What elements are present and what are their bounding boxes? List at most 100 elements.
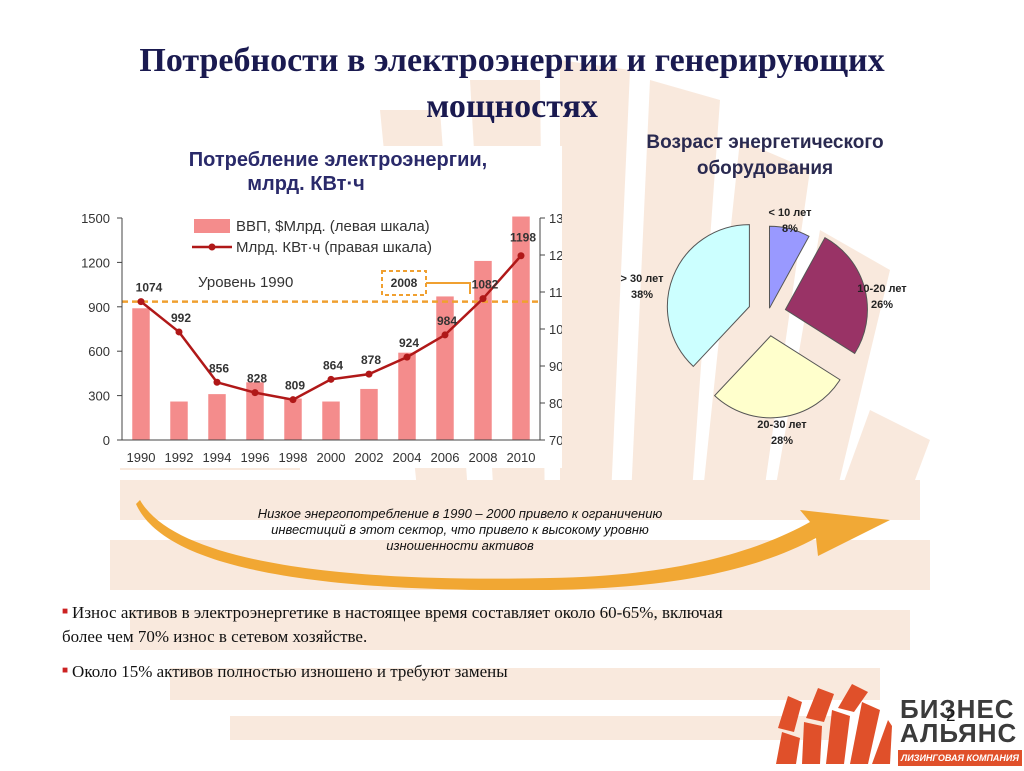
- curved-arrow-body: [136, 500, 890, 590]
- pie-slice: [768, 225, 810, 309]
- consumption-data-label: 992: [171, 311, 191, 325]
- gdp-bar: [360, 388, 378, 440]
- consumption-point: [251, 389, 259, 397]
- left-tick-label: 300: [88, 389, 110, 404]
- right-tick-label: 700: [549, 433, 562, 448]
- consumption-point: [289, 396, 297, 404]
- pie-slice-label: 10-20 лет: [857, 283, 907, 295]
- pie-slice-value: 8%: [782, 223, 798, 235]
- chart-title-line2: млрд. КВт·ч: [247, 173, 364, 195]
- consumption-data-label: 828: [247, 372, 267, 386]
- consumption-data-label: 856: [209, 361, 229, 375]
- logo-text-line1: БИЗНЕС: [900, 694, 1015, 724]
- pie-slice: [713, 335, 841, 419]
- left-tick-label: 600: [88, 344, 110, 359]
- consumption-point: [213, 378, 221, 386]
- consumption-point: [403, 353, 411, 361]
- slide-title: Потребности в электроэнергии и генерирую…: [40, 38, 984, 130]
- right-tick-label: 1100: [549, 285, 562, 300]
- consumption-data-label: 809: [285, 379, 305, 393]
- x-tick-label: 2010: [507, 450, 536, 465]
- x-tick-label: 1998: [279, 450, 308, 465]
- bullet-text-1: Износ активов в электроэнергетике в наст…: [62, 603, 723, 646]
- consumption-point: [365, 370, 373, 378]
- right-tick-label: 900: [549, 359, 562, 374]
- pie-title: Возраст энергетического оборудования: [600, 130, 930, 182]
- company-logo: БИЗНЕС АЛЬЯНС ЛИЗИНГОВАЯ КОМПАНИЯ: [772, 682, 1024, 768]
- x-tick-label: 1996: [241, 450, 270, 465]
- consumption-point: [327, 375, 335, 383]
- consumption-chart: Потребление электроэнергии, млрд. КВт·ч …: [76, 146, 562, 468]
- gdp-bar: [398, 352, 416, 440]
- x-tick-label: 2002: [355, 450, 384, 465]
- left-tick-label: 900: [88, 300, 110, 315]
- equipment-age-pie: < 10 лет 8% 10-20 лет 26% 20-30 лет 28% > 30 л…: [621, 207, 908, 447]
- gdp-bar: [284, 398, 302, 440]
- logo-text-line2: АЛЬЯНС: [900, 718, 1018, 748]
- left-tick-label: 1200: [81, 255, 110, 270]
- pie-slice-label: < 10 лет: [769, 207, 813, 219]
- pie-title-line1: Возраст энергетического: [646, 132, 884, 153]
- consumption-data-label: 984: [437, 314, 457, 328]
- gdp-bar: [208, 394, 226, 440]
- bullet-square-icon: ■: [62, 606, 69, 617]
- pie-slice-value: 28%: [771, 435, 793, 447]
- legend-bar-swatch: [194, 219, 230, 233]
- bullet-list: ■ Износ активов в электроэнергетике в нас…: [62, 600, 742, 694]
- right-tick-label: 800: [549, 396, 562, 411]
- bullet-square-icon: ■: [62, 665, 69, 676]
- note-line3: изношенности активов: [386, 538, 534, 553]
- x-tick-label: 2006: [431, 450, 460, 465]
- gdp-bar: [512, 216, 530, 440]
- bullet-item-1: ■ Износ активов в электроэнергетике в нас…: [62, 600, 742, 649]
- consumption-data-label: 1074: [136, 281, 163, 295]
- consumption-data-label: 1082: [472, 278, 499, 292]
- bullet-text-2: Около 15% активов полностью изношено и т…: [72, 662, 508, 681]
- consumption-data-label: 924: [399, 336, 419, 350]
- left-tick-label: 0: [103, 433, 110, 448]
- pie-slice: [784, 236, 868, 355]
- pie-slice-label: > 30 лет: [621, 273, 665, 285]
- annotation-2008-arrow: [426, 282, 471, 294]
- logo-subtitle: ЛИЗИНГОВАЯ КОМПАНИЯ: [898, 750, 1022, 766]
- consumption-point: [479, 295, 487, 303]
- page-number: 2: [946, 706, 956, 725]
- slide-title-line1: Потребности в электроэнергии и генерирую…: [139, 42, 885, 79]
- note-line1: Низкое энергопотребление в 1990 – 2000 п…: [257, 506, 663, 521]
- gdp-bar: [132, 308, 150, 440]
- gdp-bar: [170, 401, 188, 440]
- legend-line-marker: [208, 243, 216, 251]
- reference-line-label: Уровень 1990: [198, 274, 293, 291]
- x-tick-label: 2000: [317, 450, 346, 465]
- consumption-point: [137, 298, 145, 306]
- consumption-data-label: 878: [361, 353, 381, 367]
- x-tick-label: 2008: [469, 450, 498, 465]
- chart-title-line1: Потребление электроэнергии,: [189, 149, 487, 171]
- logo-sunburst-icon: [776, 684, 892, 764]
- legend-line-label: Млрд. КВт·ч (правая шкала): [236, 239, 432, 256]
- chart-note: Низкое энергопотребление в 1990 – 2000 п…: [190, 506, 730, 554]
- right-tick-label: 1300: [549, 211, 562, 226]
- annotation-2008-label: 2008: [391, 276, 418, 290]
- slide-title-line2: мощностях: [426, 88, 598, 125]
- gdp-bar: [322, 401, 340, 440]
- gdp-bar: [474, 260, 492, 440]
- pie-slice-value: 38%: [631, 289, 653, 301]
- x-tick-label: 2004: [393, 450, 422, 465]
- x-tick-label: 1990: [127, 450, 156, 465]
- pie-slice: [666, 224, 750, 368]
- left-tick-label: 1500: [81, 211, 110, 226]
- x-tick-label: 1992: [165, 450, 194, 465]
- pie-slice-label: 20-30 лет: [757, 419, 807, 431]
- consumption-point: [175, 328, 183, 336]
- right-tick-label: 1200: [549, 248, 562, 263]
- x-tick-label: 1994: [203, 450, 232, 465]
- legend-bar-label: ВВП, $Млрд. (левая шкала): [236, 218, 430, 235]
- consumption-point: [441, 331, 449, 339]
- consumption-data-label: 1198: [510, 231, 536, 245]
- note-line2: инвестиций в этот сектор, что привело к …: [271, 522, 649, 537]
- consumption-data-label: 864: [323, 358, 343, 372]
- pie-slice-value: 26%: [871, 299, 893, 311]
- curved-arrow: [136, 500, 890, 590]
- consumption-point: [517, 252, 525, 260]
